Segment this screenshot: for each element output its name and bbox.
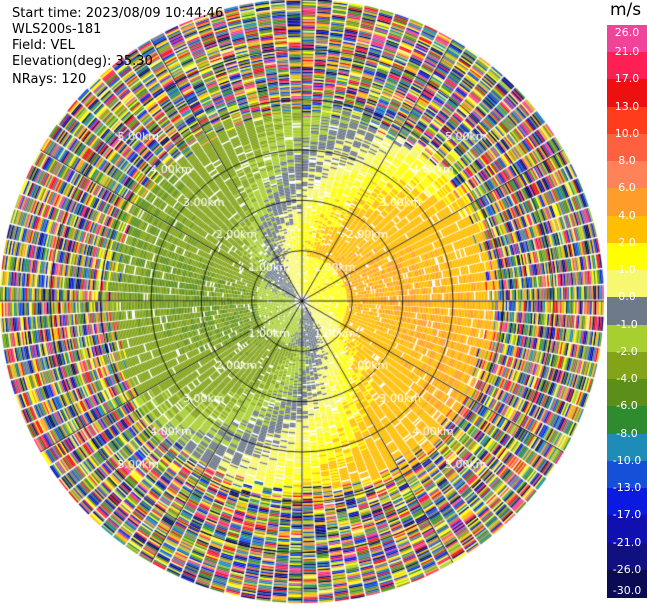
elevation-label: Elevation(deg): 35.30 xyxy=(12,54,153,69)
colorbar-segment xyxy=(607,324,647,353)
start-time-label: Start time: 2023/08/09 10:44:46 xyxy=(12,6,224,21)
colorbar-tick-label: -4.0 xyxy=(616,372,638,386)
colorbar-unit: m/s xyxy=(610,0,642,20)
colorbar-tick-label: -6.0 xyxy=(616,399,638,413)
colorbar-segment xyxy=(607,569,647,598)
colorbar-tick-label: 4.0 xyxy=(618,208,636,222)
colorbar-segment xyxy=(607,215,647,244)
colorbar-tick-label: 2.0 xyxy=(618,235,636,249)
colorbar-tick-label: -8.0 xyxy=(616,426,638,440)
colorbar-tick-label: 26.0 xyxy=(614,26,640,39)
colorbar-tick-label: -17.0 xyxy=(612,508,642,522)
colorbar-tick-label: -30.0 xyxy=(612,584,642,597)
nrays-label: NRays: 120 xyxy=(12,72,87,87)
colorbar-tick-label: 6.0 xyxy=(618,181,636,195)
colorbar-segment xyxy=(607,515,647,544)
colorbar-segment xyxy=(607,161,647,190)
colorbar-tick-label: 21.0 xyxy=(614,45,640,59)
colorbar-tick-label: 8.0 xyxy=(618,154,636,168)
colorbar-tick-label: -2.0 xyxy=(616,344,638,358)
colorbar-tick-label: -1.0 xyxy=(616,317,638,331)
colorbar-tick-label: -21.0 xyxy=(612,535,642,549)
colorbar-segment xyxy=(607,297,647,326)
colorbar-segment xyxy=(607,79,647,108)
colorbar: 26.0 21.0 17.0 13.0 10.0 8.0 6.0 4.0 2.0 1.0 0.0 -1… xyxy=(607,25,647,598)
colorbar-tick-label: -26.0 xyxy=(612,562,642,576)
colorbar-segment xyxy=(607,25,647,53)
colorbar-segment xyxy=(607,488,647,517)
colorbar-segment xyxy=(607,133,647,162)
colorbar-tick-label: 10.0 xyxy=(614,126,640,140)
colorbar-segment xyxy=(607,242,647,271)
colorbar-tick-label: 13.0 xyxy=(614,99,640,113)
field-label: Field: VEL xyxy=(12,38,75,53)
colorbar-segment xyxy=(607,106,647,135)
colorbar-segment xyxy=(607,460,647,489)
colorbar-segment xyxy=(607,351,647,380)
colorbar-tick-label: -10.0 xyxy=(612,453,642,467)
colorbar-segment xyxy=(607,406,647,435)
colorbar-segment xyxy=(607,433,647,462)
colorbar-tick-label: 17.0 xyxy=(614,72,640,86)
colorbar-tick-label: 1.0 xyxy=(618,263,636,277)
colorbar-segment xyxy=(607,270,647,299)
instrument-label: WLS200s-181 xyxy=(12,22,102,37)
colorbar-segment xyxy=(607,542,647,571)
colorbar-segment xyxy=(607,52,647,81)
colorbar-segment xyxy=(607,188,647,217)
colorbar-tick-label: -13.0 xyxy=(612,481,642,495)
colorbar-segment xyxy=(607,379,647,408)
colorbar-tick-label: 0.0 xyxy=(618,290,636,304)
